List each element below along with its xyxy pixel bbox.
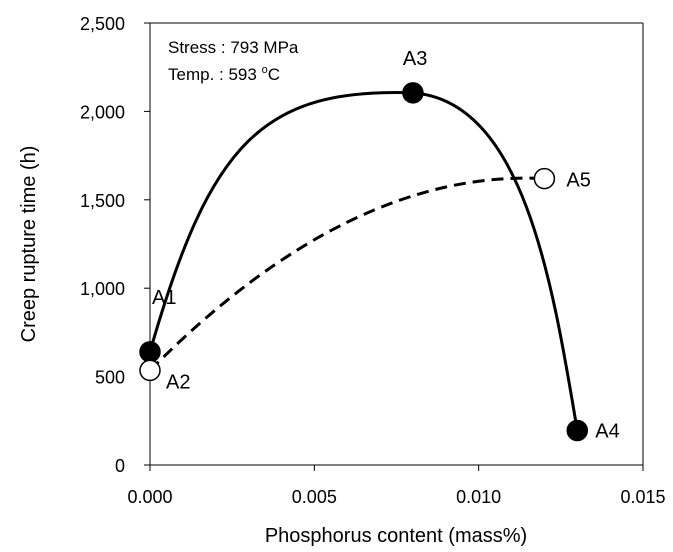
y-tick-label: 0 (115, 456, 125, 476)
data-point-a5 (533, 167, 556, 190)
point-label-a5: A5 (566, 170, 590, 192)
y-tick-label: 500 (95, 368, 125, 388)
point-label-a2: A2 (166, 371, 190, 393)
curve-layer (148, 91, 579, 431)
solid-trend-curve (148, 91, 579, 431)
axes (149, 22, 644, 466)
point-label-a3: A3 (403, 48, 427, 70)
x-tick-label: 0.010 (456, 487, 501, 507)
x-tick-label: 0.015 (620, 487, 665, 507)
annotation-temp-unit: C (268, 65, 280, 84)
annotation-stress: Stress : 793 MPa (168, 38, 299, 57)
point-label-layer: A1 A3 A4 A2 A5 (152, 48, 620, 443)
x-axis-title: Phosphorus content (mass%) (265, 525, 527, 547)
data-point-a2 (139, 359, 161, 382)
annotation-temp-degree: o (262, 64, 268, 76)
annotation-temp-prefix: Temp. : 593 (168, 65, 262, 84)
annotation-temp: Temp. : 593 oC (168, 64, 280, 84)
y-tick-label: 2,500 (80, 14, 125, 34)
x-tick-label: 0.005 (292, 487, 337, 507)
point-label-a1: A1 (152, 287, 176, 309)
point-label-a4: A4 (595, 421, 619, 443)
dashed-trend-curve (148, 176, 545, 372)
x-tick-label: 0.000 (127, 487, 172, 507)
y-tick-label: 1,500 (80, 191, 125, 211)
y-tick-label: 1,000 (80, 279, 125, 299)
y-tick-label: 2,000 (80, 102, 125, 122)
data-point-a1 (139, 341, 161, 363)
data-point-a3 (402, 82, 424, 104)
y-axis-title: Creep rupture time (h) (18, 146, 40, 343)
tick-layer: 0.000 0.005 0.010 0.015 0 500 1,000 1,500 2,000 2… (80, 14, 666, 507)
point-layer (139, 82, 589, 442)
data-point-a4 (566, 419, 589, 442)
